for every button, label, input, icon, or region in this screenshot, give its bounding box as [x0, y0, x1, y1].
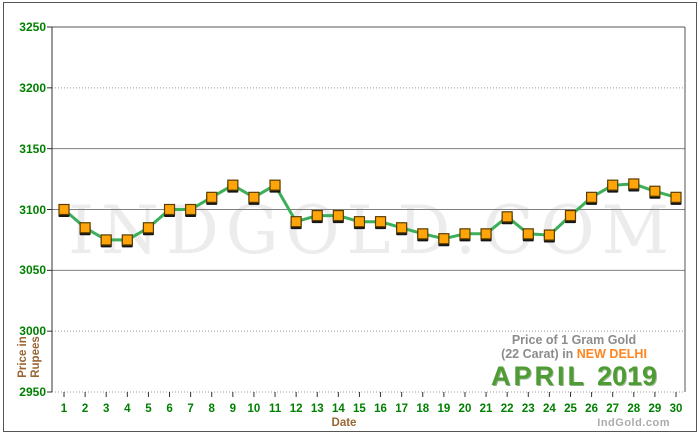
y-tick-label-3100: 3100 — [19, 202, 46, 217]
y-axis-title-line1: Price in — [17, 336, 29, 378]
brand-watermark-small: IndGold.com — [597, 417, 670, 429]
x-tick-label-19: 19 — [437, 403, 451, 415]
y-tick-label-3000: 3000 — [19, 324, 46, 339]
marker-day-1 — [58, 203, 70, 216]
marker-day-19 — [438, 233, 450, 245]
marker-day-30 — [670, 191, 682, 203]
caption-line2: (22 Carat) in NEW DELHI — [470, 346, 678, 362]
marker-day-25 — [564, 209, 577, 222]
marker-day-6 — [163, 203, 176, 216]
marker-day-21 — [480, 228, 492, 240]
x-tick-label-20: 20 — [458, 403, 472, 415]
y-tick-label-2950: 2950 — [19, 385, 46, 399]
marker-day-15 — [353, 216, 366, 228]
caption-year: 2019 — [596, 361, 658, 391]
x-tick-label-2: 2 — [81, 403, 89, 415]
x-tick-label-6: 6 — [166, 403, 173, 415]
x-tick-label-9: 9 — [229, 403, 237, 415]
x-tick-label-23: 23 — [521, 403, 535, 415]
x-tick-label-26: 26 — [585, 403, 598, 415]
marker-day-22 — [501, 211, 513, 223]
x-tick-label-4: 4 — [124, 403, 131, 415]
marker-day-8 — [206, 191, 218, 203]
marker-day-27 — [607, 179, 619, 191]
marker-day-23 — [522, 228, 534, 240]
caption-carat: (22 Carat) in — [501, 346, 577, 361]
marker-day-4 — [121, 234, 133, 246]
marker-day-5 — [142, 222, 155, 234]
x-tick-label-18: 18 — [416, 403, 430, 415]
caption-month: APRIL — [490, 361, 587, 391]
marker-day-2 — [79, 222, 91, 234]
chart-caption: Price of 1 Gram Gold (22 Carat) in NEW D… — [470, 333, 678, 390]
marker-day-9 — [227, 179, 239, 191]
marker-day-17 — [396, 222, 408, 234]
x-tick-label-21: 21 — [479, 403, 493, 415]
marker-day-29 — [649, 185, 661, 197]
marker-day-7 — [185, 203, 197, 216]
x-tick-label-13: 13 — [310, 403, 324, 415]
price-line-series — [62, 182, 678, 242]
x-tick-label-24: 24 — [542, 403, 556, 415]
x-tick-label-17: 17 — [395, 403, 409, 415]
x-tick-label-28: 28 — [627, 403, 641, 415]
x-tick-label-5: 5 — [145, 403, 152, 415]
marker-day-16 — [374, 216, 387, 228]
x-tick-label-16: 16 — [374, 403, 387, 415]
marker-day-14 — [332, 209, 344, 222]
marker-day-3 — [100, 234, 112, 246]
y-tick-label-3200: 3200 — [19, 80, 46, 95]
marker-day-10 — [248, 191, 260, 203]
x-tick-label-10: 10 — [247, 403, 261, 415]
x-tick-label-27: 27 — [606, 403, 620, 415]
x-tick-label-14: 14 — [331, 403, 345, 415]
marker-day-12 — [290, 216, 302, 228]
y-tick-label-3150: 3150 — [19, 141, 46, 156]
caption-city: NEW DELHI — [576, 346, 647, 361]
x-tick-label-29: 29 — [648, 403, 662, 415]
marker-day-20 — [459, 228, 471, 240]
x-tick-label-30: 30 — [669, 403, 683, 415]
x-tick-label-15: 15 — [353, 403, 366, 415]
y-axis-title: Price in Rupees — [17, 328, 43, 386]
x-tick-label-25: 25 — [564, 403, 577, 415]
marker-day-26 — [585, 191, 598, 203]
marker-day-11 — [269, 179, 281, 191]
y-axis-title-line2: Rupees — [30, 336, 42, 378]
caption-line1: Price of 1 Gram Gold — [511, 333, 637, 347]
x-tick-label-1: 1 — [60, 403, 68, 415]
x-tick-label-12: 12 — [289, 403, 303, 415]
caption-month-year: APRIL 2019 — [470, 363, 678, 390]
marker-day-28 — [628, 178, 640, 190]
y-tick-label-3250: 3250 — [19, 20, 46, 34]
y-tick-label-3050: 3050 — [19, 263, 46, 278]
x-axis-title: Date — [331, 417, 357, 429]
marker-day-13 — [311, 209, 323, 222]
x-tick-label-22: 22 — [500, 403, 514, 415]
marker-day-18 — [417, 228, 429, 240]
marker-day-24 — [543, 229, 555, 241]
x-tick-label-8: 8 — [208, 403, 215, 415]
x-tick-label-11: 11 — [268, 403, 282, 415]
x-tick-label-3: 3 — [103, 403, 110, 415]
x-tick-label-7: 7 — [187, 403, 194, 415]
